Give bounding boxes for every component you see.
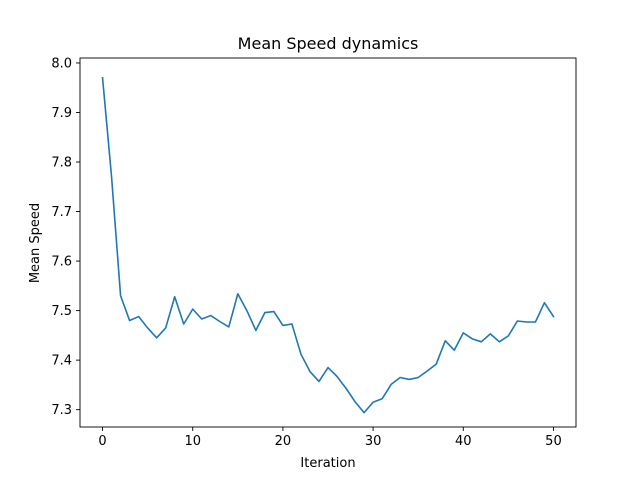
x-tick-label: 20 — [275, 434, 292, 449]
y-tick-label: 7.8 — [51, 156, 72, 171]
x-axis-label: Iteration — [300, 456, 355, 471]
x-tick-label: 30 — [365, 434, 382, 449]
x-tick-label: 10 — [184, 434, 201, 449]
x-tick-label: 50 — [545, 434, 562, 449]
chart-title: Mean Speed dynamics — [238, 34, 419, 53]
plot-area: 0 10 20 30 40 50 7.3 7.4 7.5 7.6 7.7 7.8 7.9 8.0 — [51, 56, 577, 449]
y-tick-label: 7.9 — [51, 106, 72, 121]
series-line-0 — [101, 76, 555, 414]
x-tick-label: 40 — [455, 434, 472, 449]
y-axis-label: Mean Speed — [28, 203, 43, 283]
y-tick-label: 7.4 — [51, 354, 72, 369]
y-tick-label: 8.0 — [51, 56, 72, 71]
y-tick-label: 7.6 — [51, 255, 72, 270]
y-tick-label: 7.7 — [51, 205, 72, 220]
y-tick-label: 7.5 — [51, 304, 72, 319]
y-tick-label: 7.3 — [51, 403, 72, 418]
axes-frame — [79, 57, 577, 428]
x-tick-label: 0 — [98, 434, 106, 449]
